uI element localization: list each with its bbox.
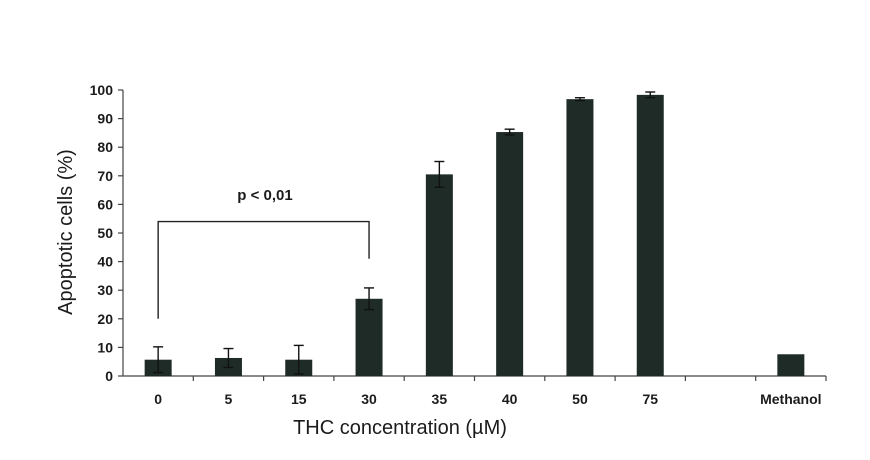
bar — [636, 94, 664, 376]
bar — [566, 99, 594, 376]
significance-bracket — [157, 220, 370, 319]
error-bar — [153, 346, 164, 374]
significance-label: p < 0,01 — [237, 187, 292, 204]
bar — [496, 132, 524, 376]
y-tick-label: 40 — [97, 254, 113, 270]
y-tick-label: 70 — [97, 168, 113, 184]
x-tick-label: Methanol — [760, 391, 821, 407]
y-tick-label: 80 — [97, 139, 113, 155]
x-tick-label: 30 — [361, 391, 377, 407]
error-bar — [434, 160, 445, 188]
x-tick-label: 40 — [502, 391, 518, 407]
x-tick-label: 35 — [432, 391, 448, 407]
x-tick-label: 5 — [225, 391, 233, 407]
y-tick-label: 10 — [97, 339, 113, 355]
y-axis-title: Apoptotic cells (%) — [55, 149, 77, 315]
x-axis-title: THC concentration (µM) — [293, 417, 507, 439]
y-tick-label: 20 — [97, 311, 113, 327]
bracket-line — [157, 220, 370, 319]
y-tick-label: 60 — [97, 196, 113, 212]
y-axis-ticks: 0 10 20 30 40 50 60 70 80 90 100 — [90, 82, 123, 384]
error-bar — [293, 344, 304, 375]
bars — [144, 94, 805, 376]
y-tick-label: 30 — [97, 282, 113, 298]
axes — [122, 90, 826, 377]
bar — [355, 298, 383, 376]
x-axis-ticks: 0 5 15 30 35 40 50 75 Methanol — [154, 376, 827, 407]
x-tick-label: 15 — [291, 391, 307, 407]
error-bars — [153, 91, 656, 375]
error-bar — [504, 128, 515, 136]
error-bar — [364, 287, 375, 311]
error-bar — [645, 91, 656, 99]
error-bar — [574, 97, 585, 102]
y-tick-label: 100 — [90, 82, 114, 98]
error-bar — [223, 347, 234, 369]
y-tick-label: 0 — [105, 368, 113, 384]
bar — [777, 354, 805, 376]
y-tick-label: 90 — [97, 111, 113, 127]
x-tick-label: 75 — [642, 391, 658, 407]
x-tick-label: 50 — [572, 391, 588, 407]
bar — [425, 174, 453, 376]
x-tick-label: 0 — [154, 391, 162, 407]
y-tick-label: 50 — [97, 225, 113, 241]
